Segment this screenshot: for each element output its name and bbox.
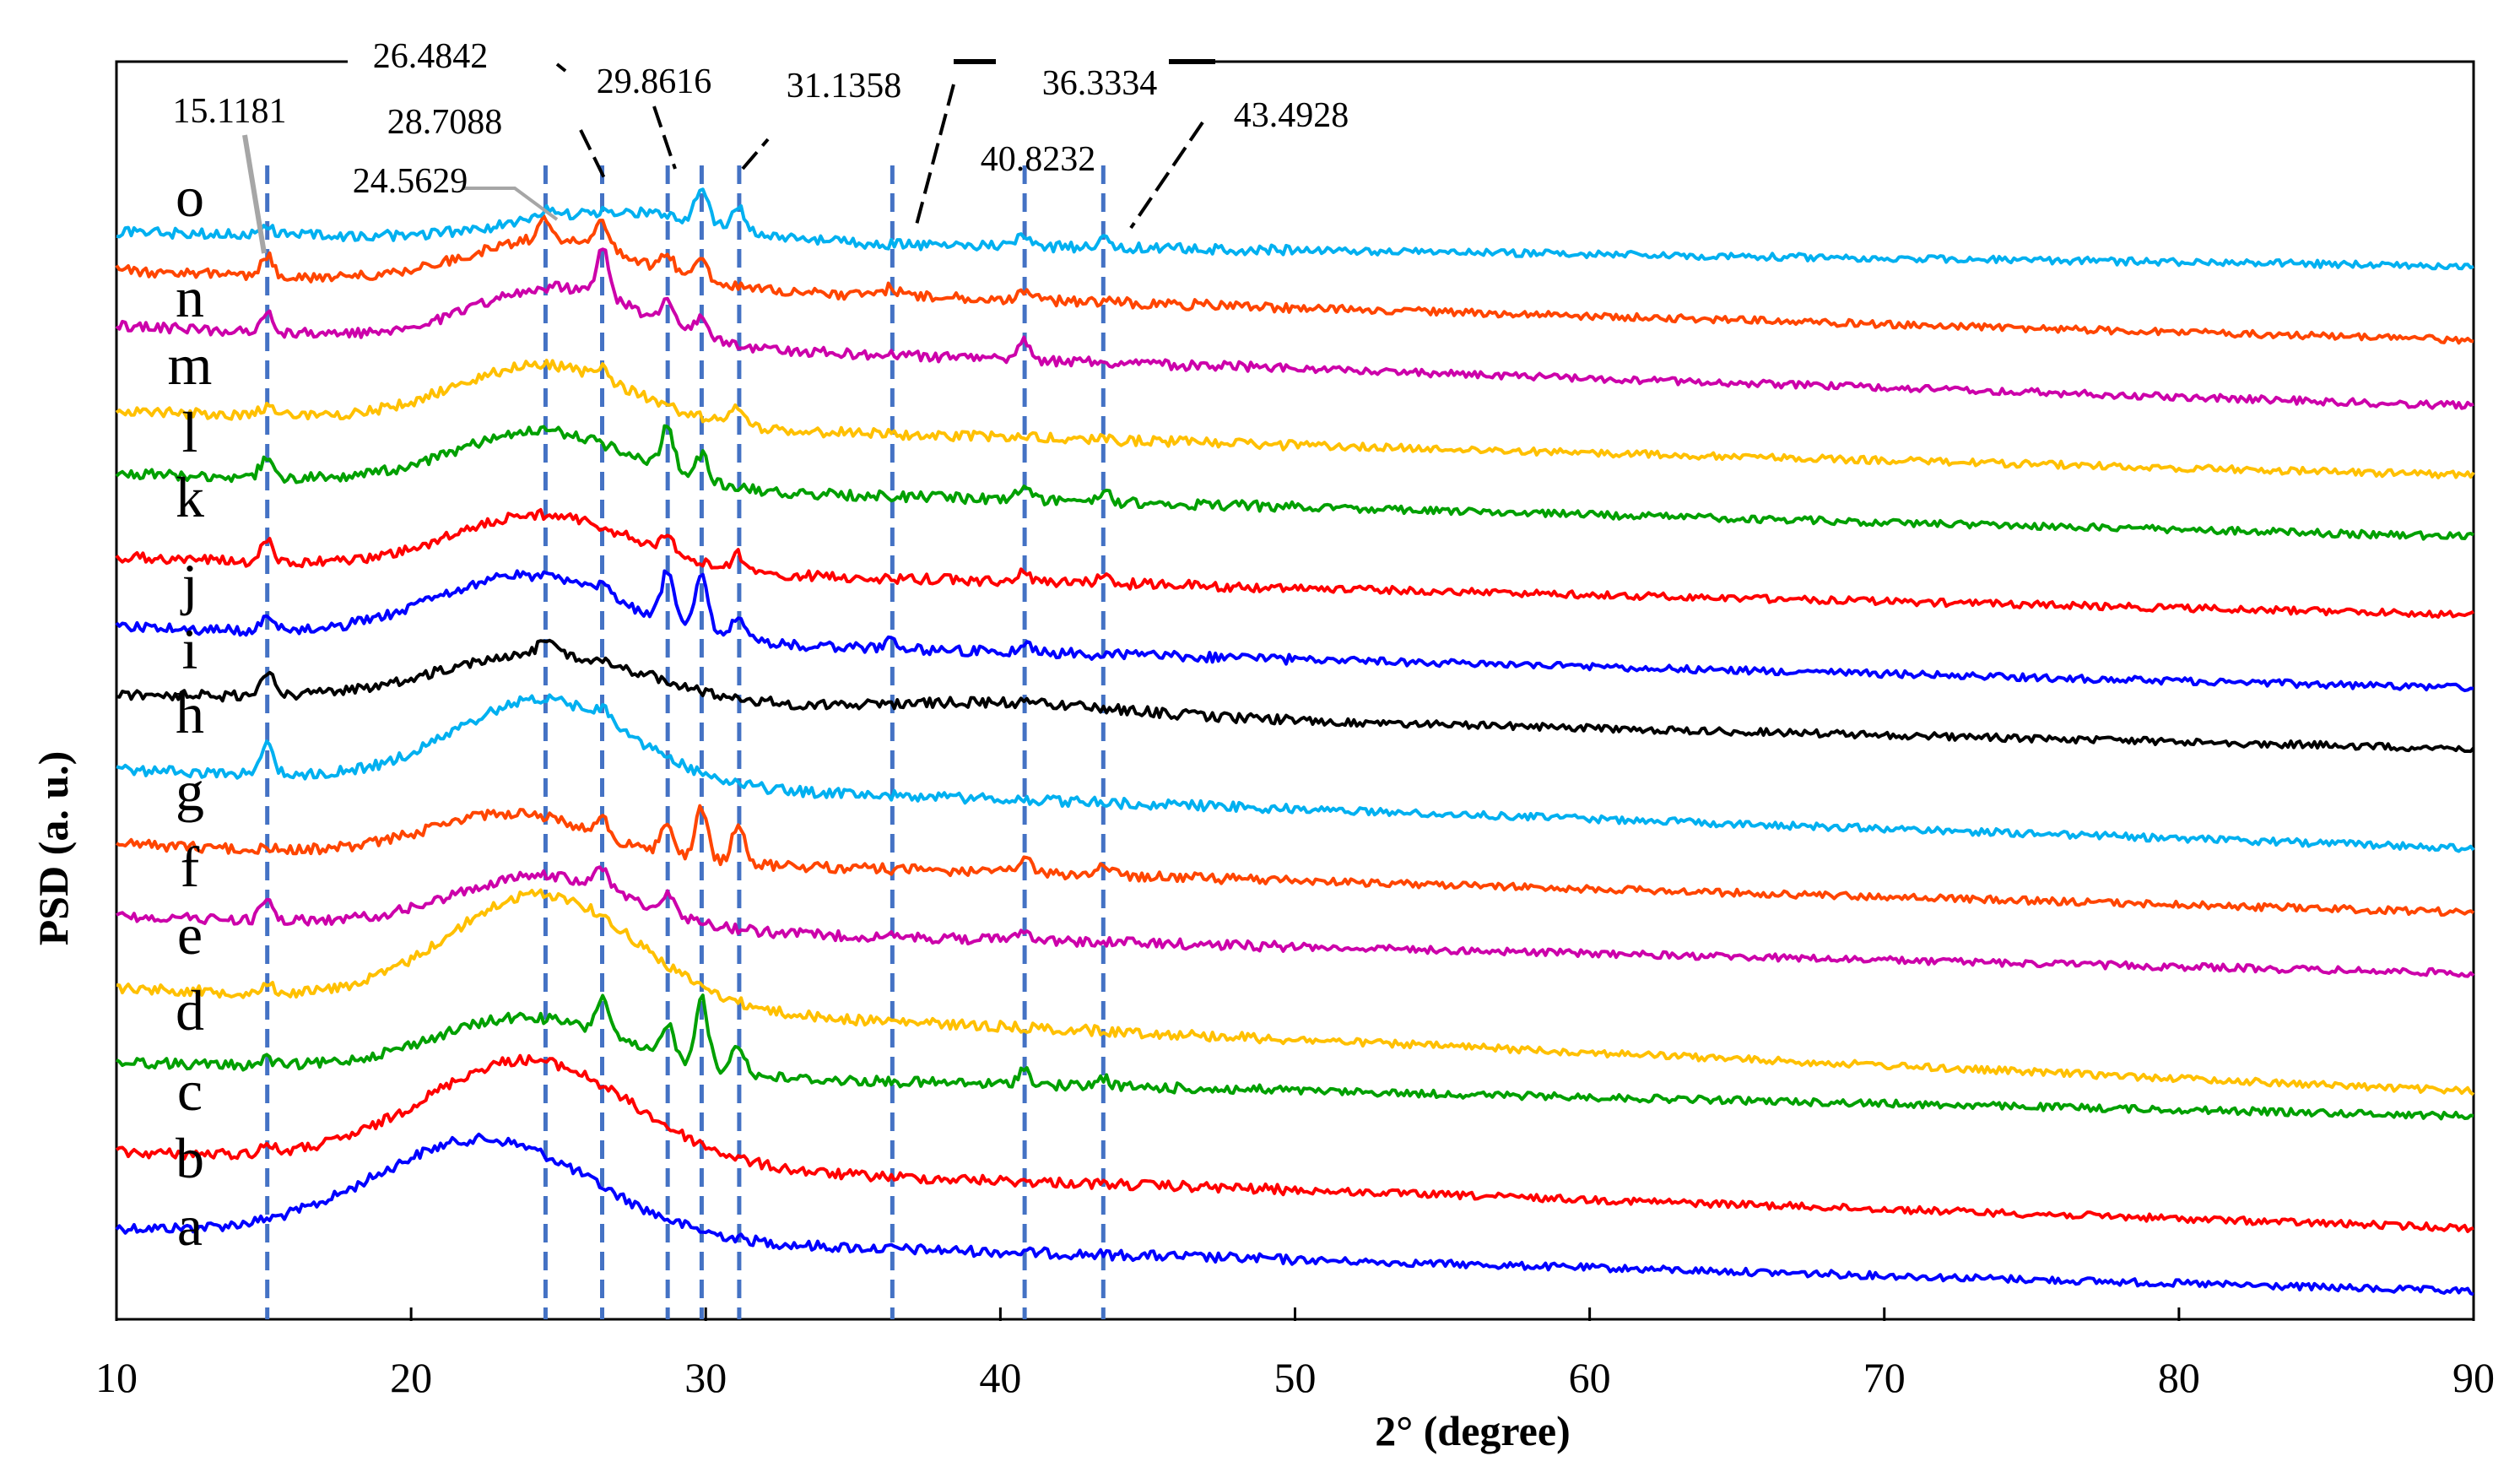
curve-k: [115, 424, 2474, 541]
x-tick-label: 40: [979, 1354, 1021, 1401]
curve-label-k: k: [176, 465, 204, 529]
curve-b: [115, 1053, 2474, 1233]
peak-label: 29.8616: [597, 62, 712, 101]
curve-l: [115, 359, 2475, 479]
curve-a: [115, 1132, 2474, 1296]
x-ticks: 10 20 30 40 50 60 70 80 90: [95, 1307, 2495, 1401]
peak-label: 43.4928: [1234, 96, 1349, 135]
peak-label-leader: [741, 138, 770, 171]
curve-label-b: b: [176, 1126, 204, 1190]
peak-label: 31.1358: [787, 67, 902, 106]
curve-m: [115, 247, 2474, 410]
curve-label-f: f: [181, 835, 200, 899]
peak-label-leader: [652, 106, 677, 170]
x-tick-label: 30: [684, 1354, 727, 1401]
x-tick-label: 80: [2158, 1354, 2200, 1401]
curve-label-l: l: [182, 400, 198, 464]
x-tick-label: 20: [390, 1354, 432, 1401]
curve-label-i: i: [182, 617, 198, 681]
peak-markers: [265, 165, 1106, 1319]
curve-label-m: m: [168, 333, 213, 397]
curve-n: [115, 214, 2474, 345]
peak-label: 26.4842: [373, 37, 489, 76]
peak-label: 15.1181: [173, 92, 287, 131]
curve-g: [116, 693, 2475, 853]
curve-j: [115, 507, 2474, 619]
peak-label-leader: [1129, 121, 1204, 230]
curve-label-d: d: [176, 978, 204, 1042]
peak-labels: 15.1181 24.5629 26.4842 28.7088 29.8616 31.13…: [173, 37, 1349, 254]
peak-label-leader: [914, 84, 955, 229]
peak-label: 40.8232: [981, 140, 1096, 179]
peak-label-leader: [579, 129, 608, 182]
x-tick-label: 60: [1569, 1354, 1611, 1401]
curve-i: [115, 569, 2474, 693]
peak-label: 28.7088: [387, 103, 503, 142]
curve-label-n: n: [176, 265, 204, 329]
curve-f: [116, 804, 2475, 917]
peak-label: 24.5629: [353, 162, 468, 201]
curve-label-o: o: [176, 165, 204, 229]
xrd-curves: [115, 187, 2475, 1296]
peak-label-leader: [242, 134, 267, 254]
peak-label: 36.3334: [1042, 64, 1158, 103]
curve-d: [116, 888, 2475, 1096]
curve-h: [116, 638, 2475, 754]
curve-e: [116, 865, 2475, 978]
x-tick-label: 50: [1274, 1354, 1317, 1401]
peak-label-leader: [555, 62, 567, 73]
curve-o: [116, 187, 2474, 271]
curve-c: [116, 993, 2474, 1121]
curve-label-a: a: [177, 1194, 203, 1258]
x-tick-label: 70: [1863, 1354, 1906, 1401]
curve-label-e: e: [177, 902, 203, 966]
x-axis-title: 2° (degree): [1375, 1407, 1570, 1454]
x-tick-label: 10: [95, 1354, 138, 1401]
curve-label-j: j: [181, 552, 198, 616]
y-axis-title: PSD (a. u.): [30, 751, 77, 946]
curve-label-g: g: [176, 759, 204, 823]
x-tick-label: 90: [2452, 1354, 2495, 1401]
curve-label-h: h: [176, 681, 204, 745]
curve-label-c: c: [177, 1058, 203, 1123]
peak-label-leader: [462, 187, 559, 221]
